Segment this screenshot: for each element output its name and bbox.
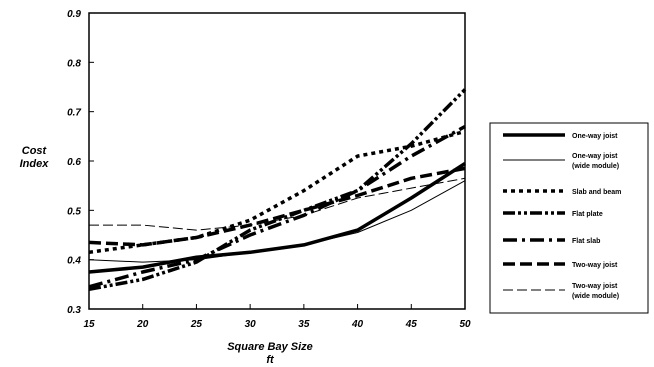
series-line-6 bbox=[88, 166, 466, 247]
series-line-7 bbox=[89, 177, 466, 231]
x-tick-label: 35 bbox=[298, 319, 310, 330]
legend-label: Flat plate bbox=[572, 211, 603, 218]
series-line-3 bbox=[88, 129, 466, 255]
legend-label: Flat slab bbox=[572, 238, 600, 245]
x-tick-label: 40 bbox=[351, 319, 364, 330]
y-tick-label: 0.7 bbox=[67, 108, 81, 119]
y-tick-label: 0.6 bbox=[67, 157, 81, 168]
y-tick-label: 0.9 bbox=[67, 9, 81, 20]
x-tick-label: 25 bbox=[190, 319, 203, 330]
y-tick-label: 0.4 bbox=[67, 256, 81, 267]
y-tick-label: 0.5 bbox=[67, 206, 81, 217]
x-tick-label: 30 bbox=[245, 319, 257, 330]
y-axis-ticks: 0.3 0.4 0.5 0.6 0.7 0.8 0.9 bbox=[67, 9, 94, 316]
series-line-5 bbox=[88, 124, 466, 289]
legend-label: Two-way joist bbox=[572, 283, 618, 290]
x-tick-label: 20 bbox=[136, 319, 149, 330]
x-axis-label-line-1: Square Bay Size bbox=[227, 341, 313, 353]
x-axis-ticks: 15 20 25 30 35 40 45 50 bbox=[83, 304, 471, 330]
legend-label: One-way joist bbox=[572, 133, 618, 140]
x-axis-label-line-2: ft bbox=[266, 354, 275, 366]
plot-area-frame bbox=[88, 12, 466, 310]
legend: One-way joist One-way joist (wide module) S… bbox=[503, 133, 621, 300]
legend-label: Two-way joist bbox=[572, 262, 618, 269]
series-line-2 bbox=[88, 180, 466, 263]
y-axis-label-line-2: Index bbox=[20, 158, 50, 170]
y-tick-label: 0.3 bbox=[67, 305, 81, 316]
x-tick-label: 45 bbox=[405, 319, 418, 330]
legend-box bbox=[489, 122, 649, 314]
x-tick-label: 15 bbox=[83, 319, 95, 330]
series-line-4 bbox=[88, 88, 467, 292]
legend-label: One-way joist bbox=[572, 153, 618, 160]
y-tick-label: 0.8 bbox=[67, 58, 81, 69]
x-tick-label: 50 bbox=[459, 319, 471, 330]
y-axis-label-line-1: Cost bbox=[22, 145, 48, 157]
series-lines bbox=[88, 88, 467, 292]
legend-label: Slab and beam bbox=[572, 189, 621, 196]
legend-label: (wide module) bbox=[572, 163, 619, 170]
legend-label: (wide module) bbox=[572, 293, 619, 300]
